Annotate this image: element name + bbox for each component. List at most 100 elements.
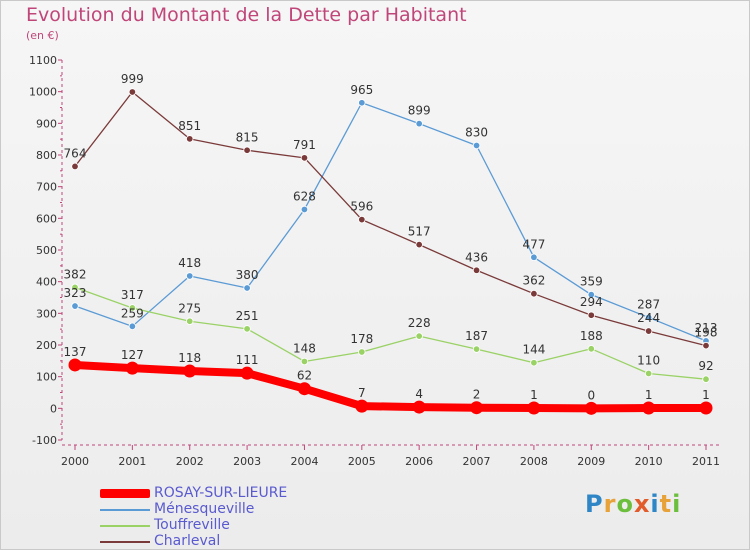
data-point-2 xyxy=(530,359,538,367)
data-point-1 xyxy=(415,119,423,128)
data-point-0 xyxy=(699,401,713,415)
data-label-3: 362 xyxy=(522,274,545,288)
data-label-2: 92 xyxy=(698,359,713,373)
data-label-3: 999 xyxy=(121,72,144,86)
data-point-2 xyxy=(128,304,137,312)
data-point-2 xyxy=(71,283,79,292)
data-point-0 xyxy=(355,399,369,413)
y-tick-label: 400 xyxy=(36,276,57,289)
data-label-1: 830 xyxy=(465,126,488,140)
data-point-0 xyxy=(240,366,254,380)
data-point-1 xyxy=(358,99,366,107)
data-label-2: 187 xyxy=(465,329,488,343)
data-point-1 xyxy=(644,313,653,322)
data-point-1 xyxy=(300,205,309,214)
data-point-3 xyxy=(415,240,423,249)
data-point-1 xyxy=(472,141,481,150)
data-label-3: 764 xyxy=(64,146,87,160)
data-point-2 xyxy=(300,357,309,366)
y-tick-label: 600 xyxy=(36,212,57,225)
logo-letter: P xyxy=(585,490,604,518)
y-tick-label: 200 xyxy=(36,339,57,352)
data-label-0: 118 xyxy=(178,351,201,365)
data-point-3 xyxy=(128,88,137,96)
legend-label-menesqueville: Ménesqueville xyxy=(154,501,255,517)
data-label-2: 228 xyxy=(408,316,431,330)
data-point-0 xyxy=(584,401,598,415)
y-tick-label: 1100 xyxy=(29,54,57,67)
x-tick-label: 2005 xyxy=(348,455,376,468)
data-point-0 xyxy=(183,364,197,378)
y-tick-label: 300 xyxy=(36,307,57,320)
logo-letter: t xyxy=(659,490,673,518)
y-tick-label: 500 xyxy=(36,244,57,257)
logo-letter: i xyxy=(672,490,682,518)
data-label-2: 178 xyxy=(350,332,373,346)
data-point-0 xyxy=(297,382,311,396)
y-tick-label: 700 xyxy=(36,181,57,194)
x-tick-label: 2007 xyxy=(463,455,491,468)
chart-subtitle: (en €) xyxy=(26,29,59,42)
data-point-1 xyxy=(186,272,194,280)
data-point-3 xyxy=(644,327,653,335)
data-label-0: 62 xyxy=(297,369,312,383)
data-point-3 xyxy=(587,311,595,319)
logo-letter: i xyxy=(650,490,660,518)
data-point-1 xyxy=(128,322,137,331)
data-label-1: 287 xyxy=(637,297,660,311)
data-label-1: 628 xyxy=(293,189,316,203)
data-point-1 xyxy=(587,290,595,299)
data-label-2: 148 xyxy=(293,341,316,355)
legend-swatch-charleval xyxy=(100,541,150,543)
x-tick-label: 2011 xyxy=(692,455,720,468)
data-point-1 xyxy=(243,284,251,292)
y-tick-label: 0 xyxy=(50,402,57,415)
legend-label-touffreville: Touffreville xyxy=(154,517,230,533)
data-point-3 xyxy=(300,154,309,162)
data-label-3: 517 xyxy=(408,225,431,239)
data-point-2 xyxy=(415,332,423,340)
data-label-1: 323 xyxy=(64,286,87,300)
data-label-3: 596 xyxy=(350,200,373,214)
x-tick-label: 2004 xyxy=(290,455,318,468)
data-point-1 xyxy=(530,253,538,261)
chart-title: Evolution du Montant de la Dette par Hab… xyxy=(26,4,467,26)
data-label-0: 1 xyxy=(645,388,653,402)
data-label-2: 382 xyxy=(64,267,87,281)
data-point-2 xyxy=(186,317,194,325)
data-point-2 xyxy=(644,369,653,378)
data-label-0: 7 xyxy=(358,386,366,400)
data-label-0: 127 xyxy=(121,348,144,362)
legend-swatch-rosay xyxy=(100,489,150,498)
data-point-2 xyxy=(472,345,481,353)
logo-letter: r xyxy=(603,490,617,518)
x-tick-label: 2006 xyxy=(405,455,433,468)
x-tick-label: 2001 xyxy=(118,455,146,468)
data-point-1 xyxy=(71,302,79,310)
data-point-3 xyxy=(472,266,481,274)
data-point-0 xyxy=(527,401,541,415)
x-tick-label: 2008 xyxy=(520,455,548,468)
data-point-0 xyxy=(642,401,656,415)
series-line-1 xyxy=(74,102,707,342)
series-line-3 xyxy=(74,91,707,347)
data-point-3 xyxy=(71,162,79,171)
data-label-1: 259 xyxy=(121,306,144,320)
data-label-2: 110 xyxy=(637,354,660,368)
x-tick-label: 2000 xyxy=(61,455,89,468)
x-tick-label: 2002 xyxy=(176,455,204,468)
data-label-0: 1 xyxy=(702,388,710,402)
legend-swatch-touffreville xyxy=(100,525,150,527)
data-point-0 xyxy=(125,361,139,375)
logo-letter: o xyxy=(616,490,634,518)
data-label-2: 144 xyxy=(522,343,545,357)
data-label-2: 275 xyxy=(178,301,201,315)
data-point-0 xyxy=(412,400,426,414)
data-label-0: 111 xyxy=(236,353,259,367)
y-tick-label: -100 xyxy=(32,434,57,447)
data-label-1: 899 xyxy=(408,104,431,118)
data-point-3 xyxy=(243,146,251,154)
data-point-2 xyxy=(243,325,251,333)
data-point-0 xyxy=(470,401,484,415)
